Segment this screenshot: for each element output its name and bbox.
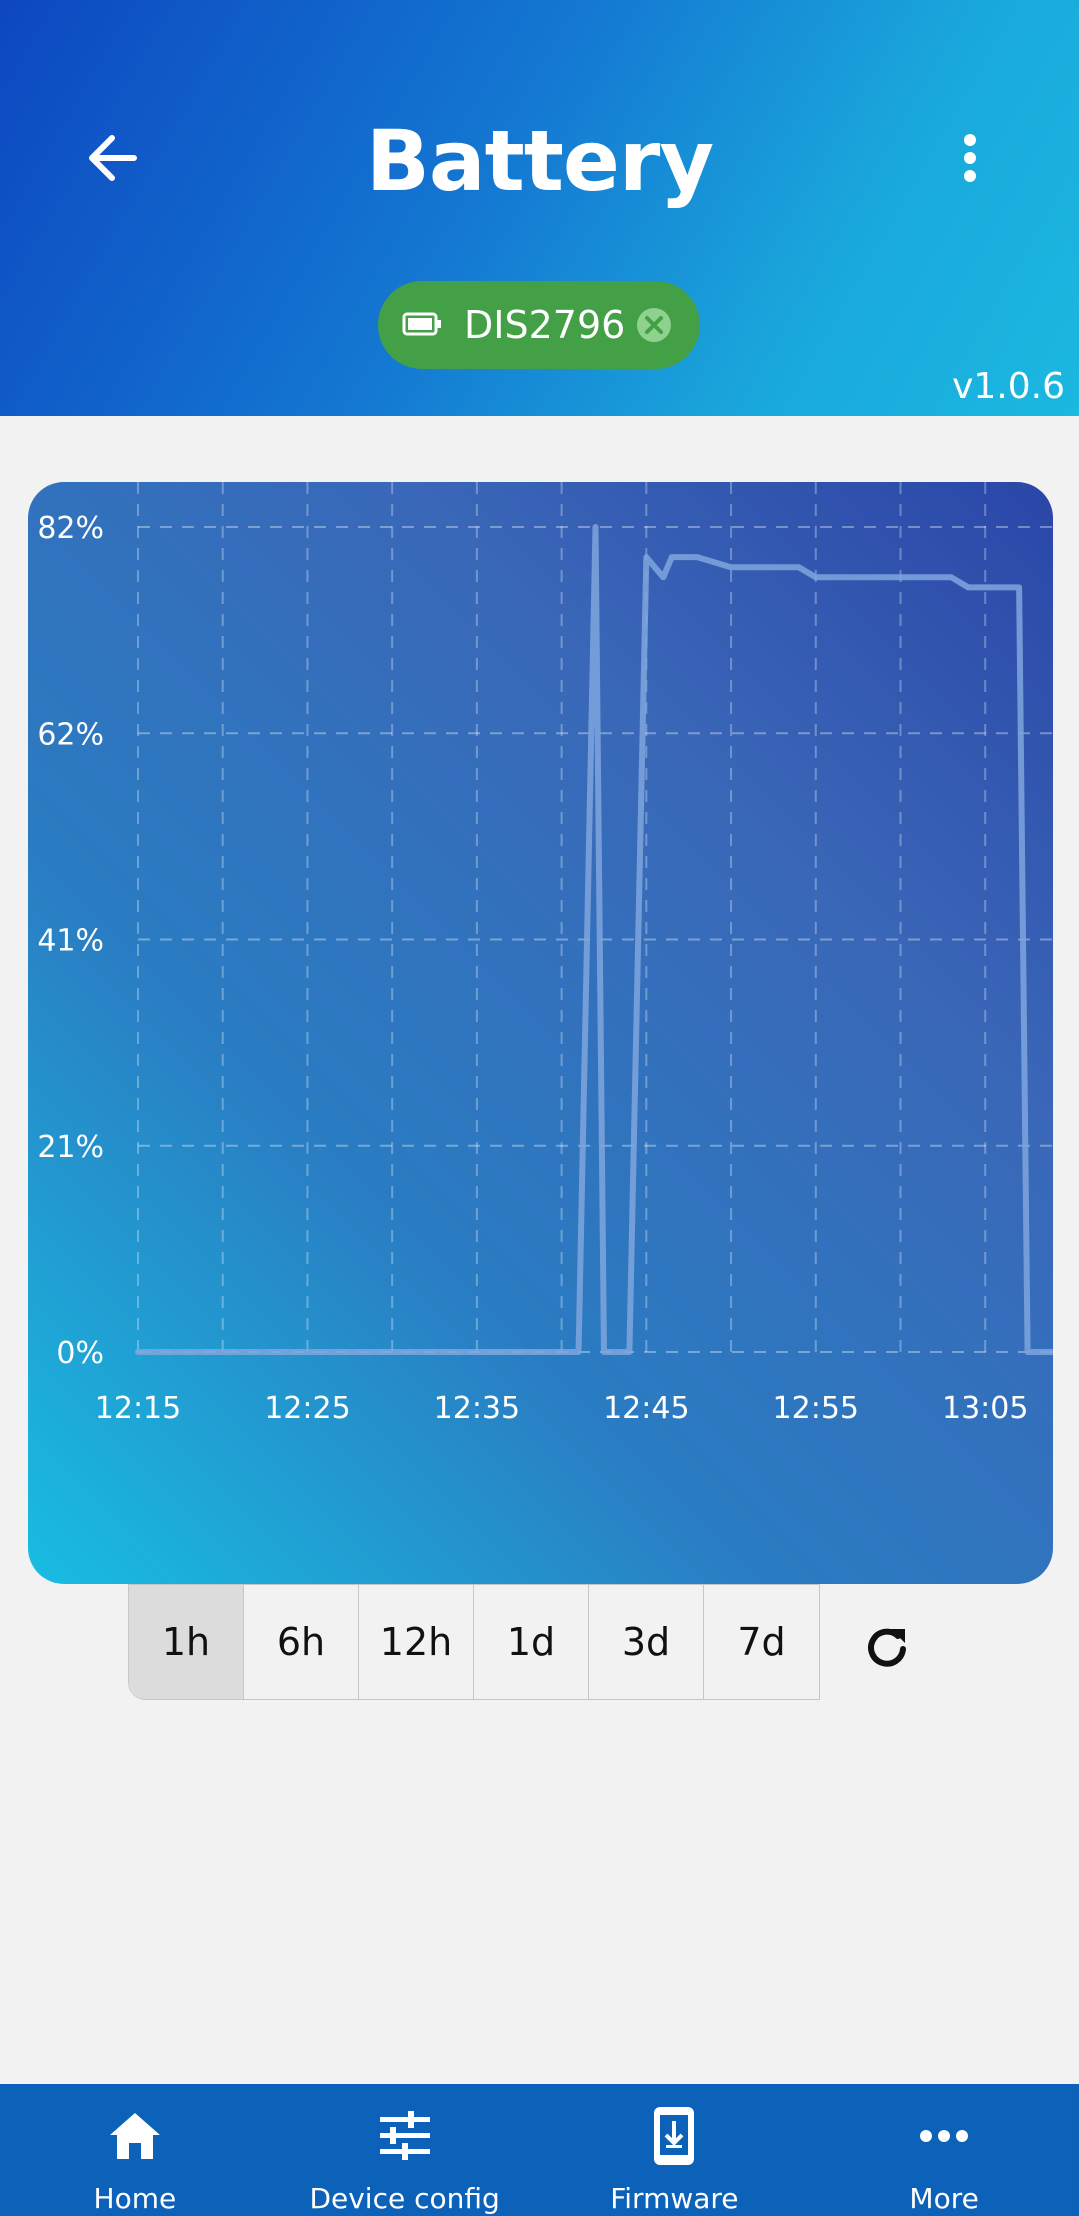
more-vertical-icon	[964, 134, 976, 182]
y-tick-label: 21%	[37, 1130, 104, 1165]
nav-item-device-config[interactable]: Device config	[270, 2084, 540, 2216]
x-tick-label: 12:55	[773, 1391, 859, 1426]
app-version: v1.0.6	[952, 366, 1065, 407]
y-tick-label: 82%	[37, 511, 104, 546]
nav-item-home[interactable]: Home	[0, 2084, 270, 2216]
device-chip[interactable]: DIS2796	[378, 281, 700, 369]
back-button[interactable]	[78, 128, 148, 188]
range-option-3d[interactable]: 3d	[589, 1585, 704, 1699]
bottom-navigation: Home Device config Firmware	[0, 2084, 1079, 2216]
firmware-download-icon	[654, 2107, 695, 2165]
overflow-menu-button[interactable]	[950, 128, 990, 188]
battery-chart: 82% 62% 41% 21% 0% 12:15 12:25 12:35 12:45 12:55 1…	[28, 482, 1053, 1584]
y-tick-label: 41%	[37, 924, 104, 959]
y-tick-label: 62%	[37, 717, 104, 752]
chart-canvas: 82% 62% 41% 21% 0% 12:15 12:25 12:35 12:45 12:55 1…	[37, 482, 1053, 1426]
y-tick-label: 0%	[56, 1336, 104, 1371]
x-tick-label: 12:15	[95, 1391, 181, 1426]
range-option-12h[interactable]: 12h	[359, 1585, 474, 1699]
nav-item-label: Home	[93, 2182, 177, 2215]
range-option-7d[interactable]: 7d	[737, 1620, 786, 1664]
refresh-button[interactable]	[858, 1618, 918, 1678]
arrow-left-icon	[89, 135, 137, 181]
battery-icon	[402, 312, 441, 336]
range-option-6h[interactable]: 6h	[244, 1585, 359, 1699]
refresh-icon	[868, 1628, 906, 1667]
nav-item-label: More	[909, 2182, 979, 2215]
nav-item-label: Device config	[309, 2182, 500, 2215]
device-chip-label: DIS2796	[464, 303, 626, 347]
time-range-selector: 1h 6h 12h 1d 3d 7d	[128, 1584, 820, 1700]
x-tick-label: 12:25	[264, 1391, 350, 1426]
page-title: Battery	[365, 112, 714, 210]
close-circle-icon[interactable]	[636, 307, 672, 343]
nav-item-firmware[interactable]: Firmware	[540, 2084, 810, 2216]
home-icon	[109, 2113, 160, 2159]
x-tick-label: 13:05	[942, 1391, 1028, 1426]
range-option-1h[interactable]: 1h	[129, 1585, 244, 1699]
range-option-1d[interactable]: 1d	[474, 1585, 589, 1699]
app-header: Battery DIS2796 v1.0.6	[0, 0, 1079, 416]
more-horizontal-icon	[920, 2130, 969, 2142]
nav-item-label: Firmware	[610, 2182, 739, 2215]
series-line	[135, 524, 1053, 1355]
x-tick-label: 12:45	[603, 1391, 689, 1426]
x-tick-label: 12:35	[434, 1391, 520, 1426]
sliders-icon	[379, 2111, 430, 2160]
nav-item-more[interactable]: More	[809, 2084, 1079, 2216]
